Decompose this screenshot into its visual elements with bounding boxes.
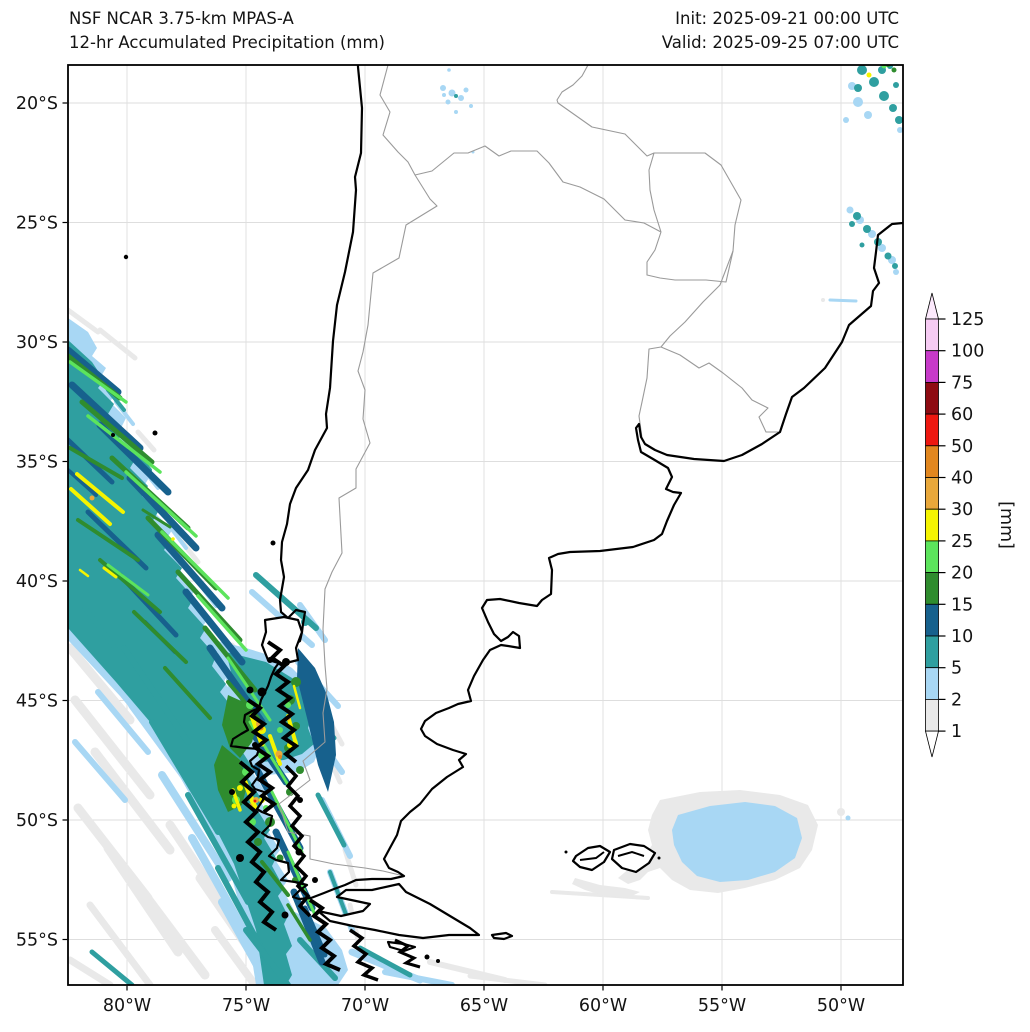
model-title: NSF NCAR 3.75-km MPAS-A	[69, 9, 294, 28]
axis-tick-marks	[62, 102, 842, 991]
lat-label: 50°S	[16, 811, 58, 831]
lon-label: 75°W	[222, 996, 270, 1016]
map-gridlines	[68, 65, 903, 985]
colorbar-segment	[925, 635, 939, 669]
colorbar-label: 10	[951, 627, 973, 647]
coastlines	[111, 65, 903, 982]
colorbar-label: 100	[951, 342, 984, 362]
figure-header: NSF NCAR 3.75-km MPAS-A 12-hr Accumulate…	[69, 9, 899, 52]
lon-label: 50°W	[817, 996, 865, 1016]
lat-label: 55°S	[16, 931, 58, 951]
lat-tick-labels: 20°S 25°S 30°S 35°S 40°S 45°S 50°S 55°S	[16, 94, 58, 951]
lat-label: 20°S	[16, 94, 58, 114]
precip-10mm-patch	[297, 648, 336, 792]
lon-label: 70°W	[341, 996, 389, 1016]
precip-layer	[68, 65, 903, 985]
colorbar-tick-labels: 125 100 75 60 50 40 30 25 20 15 10 5 2 1	[951, 310, 984, 742]
precip-1mm-streaks	[68, 307, 650, 985]
east-falkland	[610, 842, 657, 874]
map-panel: 20°S 25°S 30°S 35°S 40°S 45°S 50°S 55°S …	[16, 64, 904, 1016]
colorbar-extend-above	[924, 292, 940, 320]
staten-island	[490, 931, 514, 941]
colorbar-extend-below	[924, 730, 940, 758]
lon-label: 65°W	[460, 996, 508, 1016]
lat-label: 30°S	[16, 333, 58, 353]
colorbar-label: 75	[951, 373, 973, 393]
colorbar-ticks	[938, 318, 946, 732]
colorbar-segment	[925, 667, 939, 700]
colorbar-segment	[925, 572, 939, 605]
colorbar-segment	[925, 350, 939, 383]
colorbar-label: 5	[951, 659, 962, 679]
colorbar-segment	[925, 318, 939, 352]
tierra-del-fuego	[316, 882, 481, 940]
product-title: 12-hr Accumulated Precipitation (mm)	[69, 33, 385, 52]
lon-label: 60°W	[579, 996, 627, 1016]
lat-label: 45°S	[16, 692, 58, 712]
colorbar-label: 50	[951, 437, 973, 457]
colorbar-label: 15	[951, 595, 973, 615]
colorbar-label: 125	[951, 310, 984, 330]
lat-label: 40°S	[16, 572, 58, 592]
colorbar-segment	[925, 477, 939, 510]
colorbar: 125 100 75 60 50 40 30 25 20 15 10 5 2 1…	[924, 292, 1016, 758]
colorbar-segment	[925, 381, 939, 415]
lon-label: 55°W	[698, 996, 746, 1016]
colorbar-segment	[925, 699, 939, 732]
colorbar-label: 25	[951, 532, 973, 552]
colorbar-label: 2	[951, 690, 962, 710]
lat-label: 35°S	[16, 453, 58, 473]
colorbar-label: 20	[951, 564, 973, 584]
colorbar-label: 40	[951, 469, 973, 489]
coastal-islets	[111, 254, 661, 963]
valid-time-label: Valid: 2025-09-25 07:00 UTC	[662, 33, 899, 52]
colorbar-segment	[925, 445, 939, 478]
colorbar-segment	[925, 603, 939, 637]
colorbar-label: 30	[951, 500, 973, 520]
colorbar-segment	[925, 508, 939, 542]
lon-tick-labels: 80°W 75°W 70°W 65°W 60°W 55°W 50°W	[103, 996, 865, 1016]
map-frame	[67, 64, 904, 986]
colorbar-unit-label: [mm]	[996, 501, 1016, 549]
chiloe-island	[260, 615, 304, 666]
lon-label: 80°W	[103, 996, 151, 1016]
precip-25mm-streaks	[69, 472, 302, 813]
lat-label: 25°S	[16, 214, 58, 234]
colorbar-label: 60	[951, 405, 973, 425]
colorbar-label: 1	[951, 722, 962, 742]
colorbar-segment	[925, 540, 939, 574]
init-time-label: Init: 2025-09-21 00:00 UTC	[675, 9, 899, 28]
patagonia-fjords	[238, 640, 421, 982]
colorbar-segment	[925, 413, 939, 447]
colorbar-segments	[925, 318, 939, 732]
